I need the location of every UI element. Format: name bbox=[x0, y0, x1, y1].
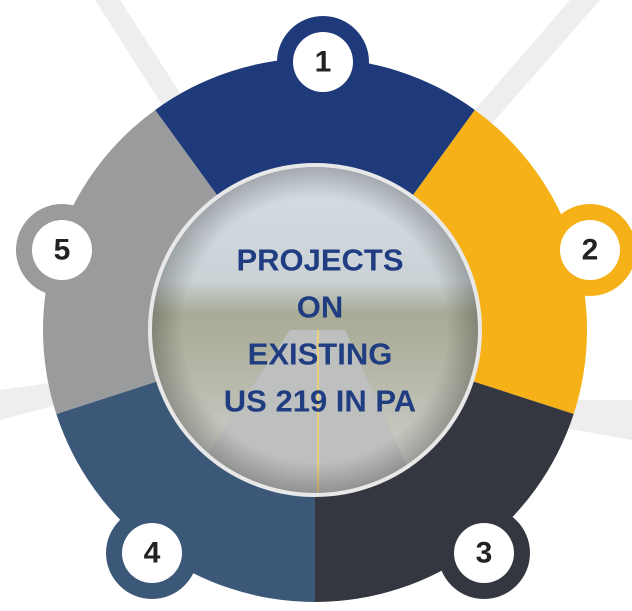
segment-number: 2 bbox=[582, 234, 599, 267]
segment-number: 4 bbox=[144, 537, 161, 570]
segment-number: 3 bbox=[476, 537, 493, 570]
center-title-line: US 219 IN PA bbox=[224, 384, 416, 419]
center-title-line: PROJECTS bbox=[236, 243, 403, 278]
segment-number: 5 bbox=[54, 234, 71, 267]
diagram: 1 2 3 4 5 PROJECTS ON EXISTING US 219 IN PA bbox=[0, 0, 632, 611]
segment-number: 1 bbox=[315, 46, 332, 79]
center-title-line: EXISTING bbox=[248, 337, 393, 372]
center-title-line: ON bbox=[297, 290, 344, 325]
